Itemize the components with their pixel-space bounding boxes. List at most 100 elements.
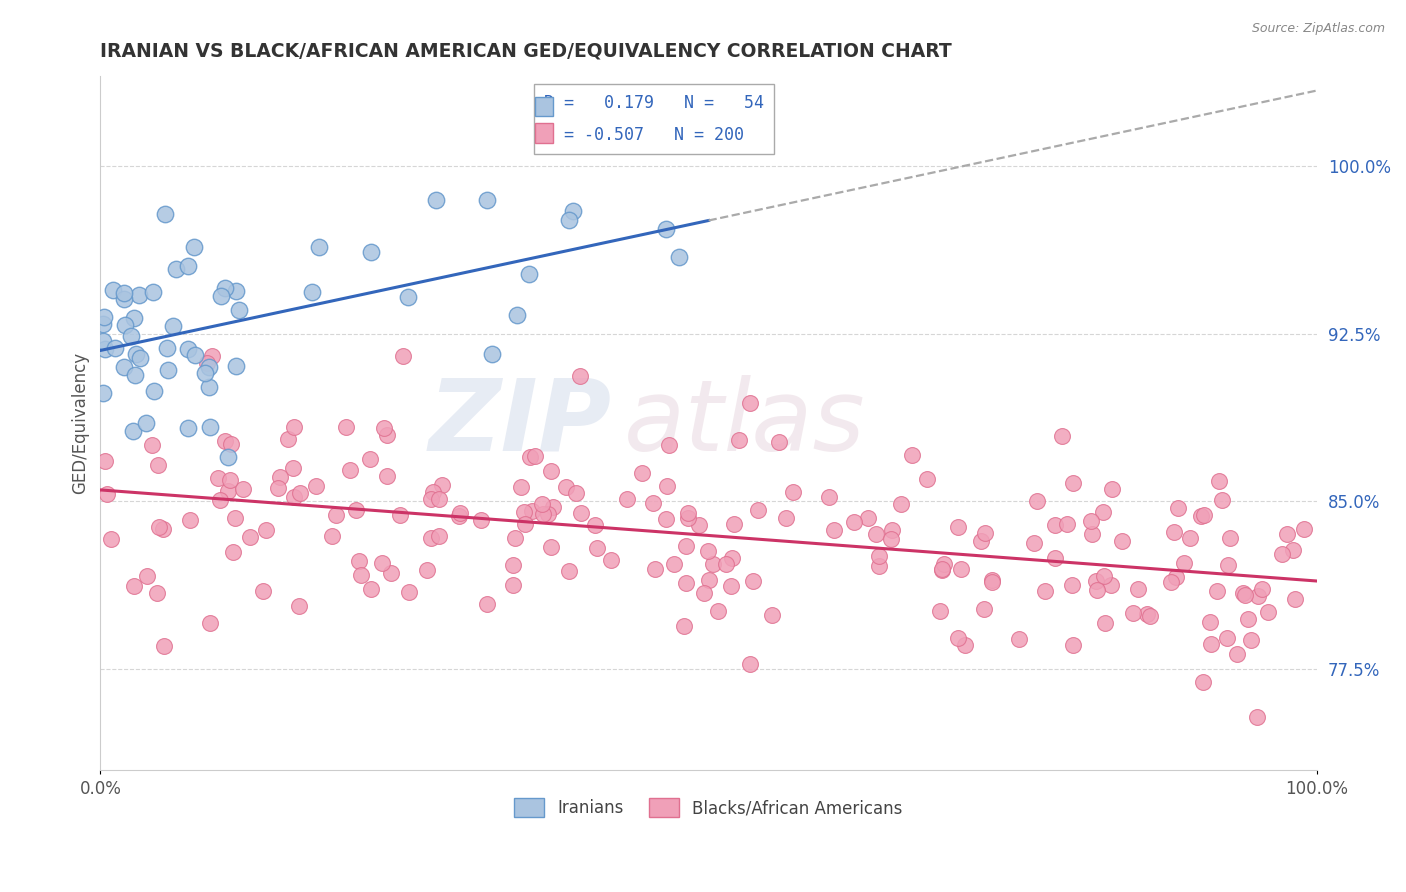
Point: [325, 508, 347, 523]
Point: [475, 597, 498, 611]
Point: [1219, 531, 1241, 545]
Point: [281, 461, 304, 475]
Point: [586, 541, 609, 555]
Point: [91, 318, 114, 332]
Text: IRANIAN VS BLACK/AFRICAN AMERICAN GED/EQUIVALENCY CORRELATION CHART: IRANIAN VS BLACK/AFRICAN AMERICAN GED/EQ…: [100, 42, 952, 61]
Text: ZIP: ZIP: [429, 375, 612, 472]
Point: [359, 451, 381, 466]
Point: [1232, 586, 1254, 600]
Point: [540, 541, 562, 555]
Point: [225, 359, 247, 373]
Point: [818, 490, 841, 504]
Text: atlas: atlas: [623, 375, 865, 472]
Point: [1271, 547, 1294, 561]
Point: [1246, 710, 1268, 724]
Point: [761, 607, 783, 622]
Point: [380, 566, 402, 580]
Point: [1099, 578, 1122, 592]
Point: [1024, 536, 1046, 550]
Point: [100, 533, 122, 547]
Point: [974, 526, 997, 541]
Point: [1139, 609, 1161, 624]
Point: [430, 478, 453, 492]
Point: [675, 539, 697, 553]
Point: [558, 565, 581, 579]
Point: [283, 490, 305, 504]
Point: [723, 516, 745, 531]
Point: [1206, 583, 1229, 598]
Point: [219, 437, 242, 451]
Point: [222, 545, 245, 559]
Point: [104, 341, 127, 355]
Point: [194, 366, 217, 380]
Text: R =   0.179   N =   54
R = -0.507   N = 200: R = 0.179 N = 54 R = -0.507 N = 200: [544, 94, 765, 144]
Point: [901, 448, 924, 462]
Point: [520, 503, 543, 517]
Point: [583, 518, 606, 533]
Point: [124, 310, 146, 325]
Point: [156, 362, 179, 376]
Point: [308, 240, 330, 254]
Point: [1085, 582, 1108, 597]
Point: [208, 492, 231, 507]
Point: [176, 259, 198, 273]
Point: [668, 250, 690, 264]
Point: [868, 558, 890, 573]
Point: [569, 369, 592, 384]
Point: [239, 530, 262, 544]
Point: [146, 586, 169, 600]
Point: [1189, 508, 1212, 523]
Point: [1062, 639, 1084, 653]
Point: [344, 503, 367, 517]
Point: [288, 486, 311, 500]
Point: [738, 396, 761, 410]
Point: [225, 284, 247, 298]
Point: [165, 261, 187, 276]
Point: [1281, 542, 1303, 557]
Point: [931, 562, 953, 576]
Point: [152, 522, 174, 536]
Point: [398, 585, 420, 599]
Point: [616, 491, 638, 506]
Point: [1180, 531, 1202, 545]
Point: [1080, 527, 1102, 541]
Point: [449, 509, 471, 524]
Point: [388, 508, 411, 523]
Point: [142, 384, 165, 399]
Point: [183, 240, 205, 254]
Point: [94, 453, 117, 467]
Point: [1277, 526, 1299, 541]
Point: [254, 524, 277, 538]
Point: [427, 529, 450, 543]
Point: [599, 553, 621, 567]
Point: [513, 505, 536, 519]
Point: [375, 469, 398, 483]
Point: [288, 599, 311, 613]
Point: [1226, 648, 1249, 662]
Point: [1247, 589, 1270, 603]
Point: [93, 310, 115, 325]
Point: [335, 420, 357, 434]
Point: [179, 513, 201, 527]
Point: [775, 510, 797, 524]
Point: [720, 578, 742, 592]
Point: [1092, 569, 1115, 583]
Point: [540, 464, 562, 478]
Point: [1234, 587, 1257, 601]
Point: [1033, 584, 1056, 599]
Point: [880, 532, 903, 546]
Point: [1092, 505, 1115, 519]
Point: [1192, 508, 1215, 522]
Point: [531, 507, 554, 521]
Point: [948, 519, 970, 533]
Point: [392, 349, 415, 363]
Point: [200, 615, 222, 630]
Point: [973, 602, 995, 616]
Point: [1136, 607, 1159, 621]
Point: [125, 347, 148, 361]
Point: [201, 349, 224, 363]
Point: [1043, 517, 1066, 532]
Point: [396, 290, 419, 304]
Point: [1008, 632, 1031, 647]
Point: [1251, 582, 1274, 596]
